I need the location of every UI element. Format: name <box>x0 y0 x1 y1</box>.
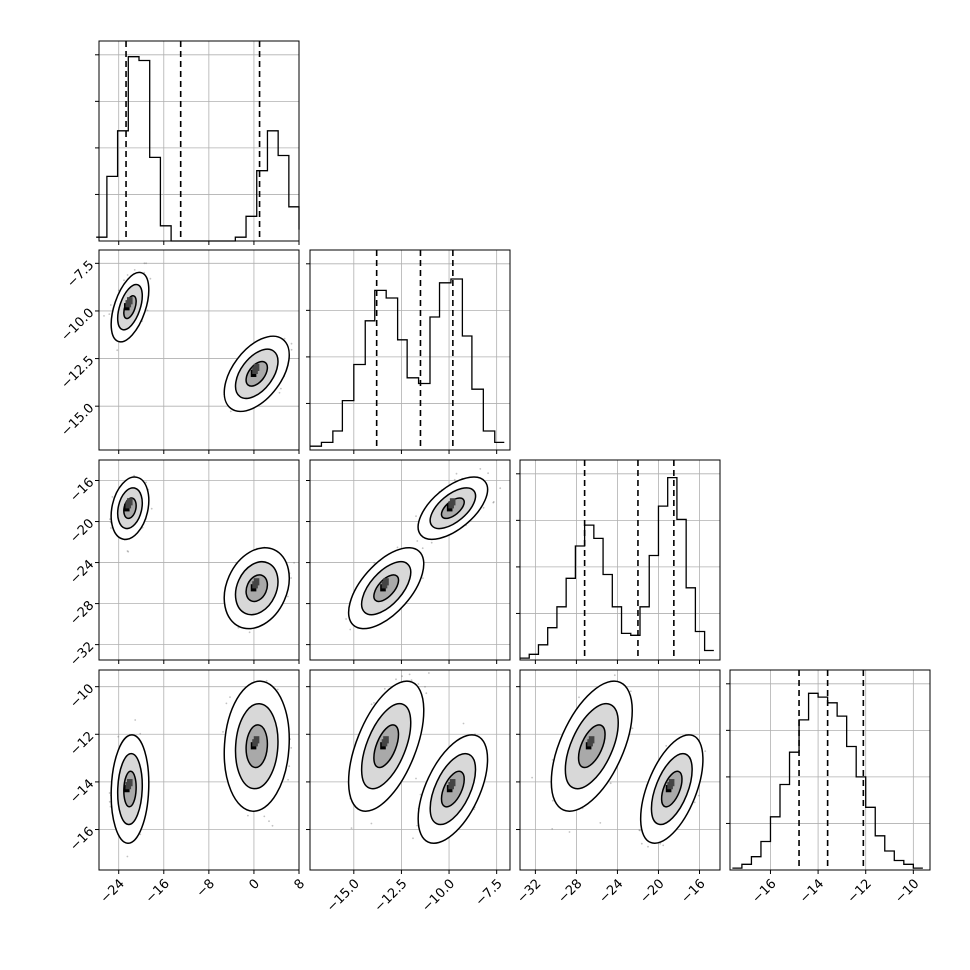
scatter-point <box>103 315 105 317</box>
scatter-point <box>280 387 282 390</box>
scatter-point <box>416 540 419 542</box>
scatter-point <box>229 410 232 413</box>
density-cell <box>449 498 456 506</box>
scatter-point <box>421 547 424 550</box>
density-cell <box>126 498 133 506</box>
panel-frame <box>519 459 721 661</box>
scatter-point <box>396 546 399 549</box>
joint-contents <box>103 262 293 413</box>
scatter-point <box>430 541 433 544</box>
y-tick-label: −15.0 <box>59 401 98 440</box>
panel-frame <box>309 459 511 661</box>
scatter-point <box>225 702 228 705</box>
scatter-point <box>349 628 352 631</box>
scatter-point <box>290 577 292 579</box>
marginal-panel-0 <box>95 40 300 245</box>
scatter-point <box>248 631 251 634</box>
scatter-point <box>133 474 136 477</box>
scatter-point <box>293 561 295 564</box>
scatter-point <box>247 814 249 817</box>
panel-frame <box>98 459 300 661</box>
joint-panel-1-2 <box>306 459 511 664</box>
y-tick-label: −28 <box>67 598 97 628</box>
joint-contents <box>109 474 295 634</box>
scatter-point <box>345 618 347 620</box>
y-tick-label: −7.5 <box>64 258 97 291</box>
y-tick-label: −20 <box>67 516 97 546</box>
scatter-point <box>479 468 482 470</box>
joint-contents <box>345 468 502 631</box>
panel-frame <box>98 40 300 242</box>
scatter-point <box>453 478 456 481</box>
marginal-panel-1 <box>306 249 511 454</box>
scatter-point <box>127 550 130 553</box>
marginal-panel-2 <box>516 459 721 664</box>
scatter-point <box>290 747 293 749</box>
density-cell <box>383 578 389 586</box>
scatter-point <box>278 391 281 394</box>
y-tick-label: −12.5 <box>59 353 98 392</box>
scatter-point <box>482 506 485 509</box>
joint-contents <box>108 679 293 858</box>
scatter-point <box>455 472 458 475</box>
y-tick-label: −16 <box>67 475 97 505</box>
scatter-point <box>492 501 495 504</box>
density-cell <box>253 578 260 586</box>
scatter-point <box>373 561 376 564</box>
scatter-point <box>290 342 293 345</box>
panel-frame <box>309 249 511 451</box>
scatter-point <box>139 833 142 836</box>
scatter-point <box>415 515 417 517</box>
histogram-step-line <box>310 278 505 447</box>
scatter-point <box>108 792 111 794</box>
scatter-point <box>499 487 502 490</box>
scatter-point <box>145 262 148 265</box>
scatter-point <box>422 577 424 579</box>
panel-frame <box>98 249 300 451</box>
scatter-point <box>276 688 279 691</box>
scatter-point <box>487 472 489 475</box>
scatter-point <box>287 778 289 781</box>
y-tick-label: −10.0 <box>59 306 98 345</box>
scatter-point <box>123 279 125 282</box>
density-cell <box>253 363 260 372</box>
scatter-point <box>108 313 111 315</box>
scatter-point <box>126 855 129 858</box>
scatter-point <box>287 595 289 598</box>
scatter-point <box>133 269 136 271</box>
joint-panel-0-2: −32 −28 −24 −20 −16 <box>67 459 300 669</box>
scatter-point <box>146 309 149 312</box>
scatter-point <box>149 277 152 280</box>
scatter-point <box>150 507 153 510</box>
joint-panel-0-1: −15.0 −12.5 −10.0 −7.5 <box>59 249 300 454</box>
scatter-point <box>265 679 268 682</box>
joint-panel-0-3: −24 −16 −8 0 8−16−14−12−10 <box>67 669 308 906</box>
scatter-point <box>108 800 111 803</box>
scatter-point <box>139 732 142 735</box>
scatter-point <box>109 304 112 306</box>
scatter-point <box>110 527 112 529</box>
y-tick-label: −32 <box>67 639 97 669</box>
scatter-point <box>126 550 129 552</box>
density-cell <box>126 779 133 787</box>
scatter-point <box>126 274 129 276</box>
density-cell <box>126 297 133 305</box>
histogram-step-line <box>520 476 714 659</box>
scatter-point <box>492 501 495 503</box>
scatter-point <box>134 719 137 721</box>
scatter-point <box>116 349 119 352</box>
scatter-point <box>145 481 148 484</box>
scatter-point <box>290 348 293 351</box>
y-tick-label: −24 <box>67 557 97 587</box>
scatter-point <box>143 262 146 265</box>
scatter-point <box>109 518 111 521</box>
scatter-point <box>111 496 114 498</box>
scatter-point <box>283 337 286 340</box>
scatter-point <box>117 735 120 738</box>
